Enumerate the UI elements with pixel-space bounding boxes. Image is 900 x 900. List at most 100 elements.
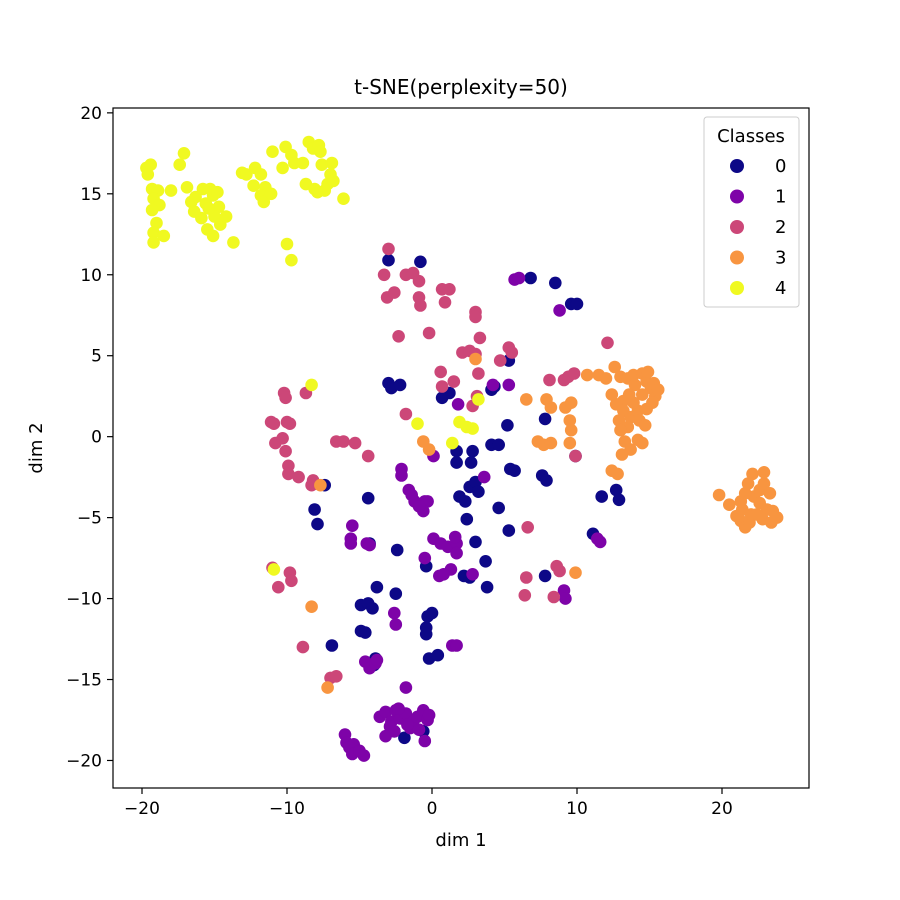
plot-area-frame (112, 107, 810, 789)
data-point-class-2 (276, 432, 289, 445)
data-point-class-0 (325, 639, 339, 652)
data-point-class-0 (609, 483, 623, 497)
data-point-class-0 (492, 438, 506, 452)
data-point-class-4 (141, 168, 155, 181)
data-point-class-4 (264, 187, 278, 201)
y-axis-label: dim 2 (26, 422, 47, 473)
data-point-class-0 (549, 276, 562, 290)
data-point-class-1 (379, 705, 392, 719)
data-point-class-0 (431, 648, 445, 662)
data-point-class-2 (447, 375, 461, 388)
data-point-class-3 (605, 388, 619, 401)
data-point-class-1 (370, 653, 384, 667)
data-point-class-1 (502, 378, 516, 392)
x-tick-label: −20 (124, 799, 160, 819)
data-point-class-3 (757, 466, 771, 479)
data-point-class-4 (276, 161, 289, 175)
data-point-class-3 (741, 477, 755, 490)
data-point-class-3 (563, 436, 577, 450)
data-point-class-3 (763, 487, 777, 500)
data-point-class-4 (180, 181, 194, 194)
data-point-class-2 (520, 571, 533, 584)
data-point-class-3 (712, 488, 726, 502)
data-point-class-3 (641, 365, 655, 379)
data-point-class-2 (521, 521, 534, 534)
data-point-class-2 (553, 564, 566, 578)
data-point-class-0 (502, 524, 516, 537)
data-point-class-1 (412, 723, 426, 736)
data-point-class-3 (564, 423, 578, 437)
data-point-class-4 (314, 145, 327, 158)
data-point-class-4 (266, 145, 279, 158)
data-point-class-4 (150, 216, 163, 230)
data-point-class-4 (195, 211, 208, 225)
data-point-class-0 (389, 587, 403, 600)
data-point-class-0 (459, 495, 472, 508)
y-tick-label: −5 (77, 509, 102, 529)
data-point-class-1 (344, 537, 358, 550)
data-point-class-3 (580, 368, 594, 382)
data-point-class-4 (446, 436, 459, 450)
data-point-class-1 (512, 271, 526, 285)
data-point-class-0 (359, 626, 372, 639)
legend-label: 4 (775, 278, 786, 299)
data-point-class-3 (469, 352, 482, 366)
data-point-class-2 (382, 242, 395, 256)
data-point-class-0 (393, 378, 407, 392)
data-point-class-1 (401, 718, 414, 732)
data-point-class-3 (627, 396, 640, 410)
data-point-class-2 (601, 336, 614, 350)
data-point-class-2 (435, 380, 449, 393)
data-point-class-4 (202, 202, 215, 215)
legend-label: 2 (775, 217, 786, 238)
x-tick-label: 20 (711, 799, 733, 819)
legend-marker (730, 159, 744, 173)
data-point-class-3 (646, 396, 659, 410)
data-point-class-1 (448, 530, 462, 544)
data-point-class-2 (399, 407, 413, 421)
data-point-class-4 (285, 253, 298, 267)
series-1 (338, 271, 607, 762)
data-point-class-4 (257, 195, 271, 209)
data-point-class-3 (628, 378, 642, 392)
y-tick-label: −20 (66, 751, 102, 771)
data-point-class-3 (563, 414, 577, 427)
data-point-class-1 (486, 378, 500, 392)
series-3 (305, 352, 784, 694)
legend: Classes 0 1 2 3 4 (703, 116, 800, 308)
data-point-class-2 (434, 365, 448, 379)
data-point-class-3 (757, 477, 771, 490)
x-tick-label: 0 (427, 799, 438, 819)
legend-title: Classes (717, 126, 785, 147)
x-axis-label: dim 1 (435, 830, 486, 851)
data-point-class-3 (569, 566, 582, 579)
data-point-class-2 (569, 449, 582, 463)
data-point-class-0 (501, 419, 514, 432)
data-point-class-1 (418, 734, 432, 748)
chart-title: t-SNE(perplexity=50) (354, 75, 568, 99)
data-point-class-0 (472, 485, 485, 499)
data-point-class-4 (173, 158, 186, 171)
data-point-class-1 (399, 681, 413, 694)
y-tick-label: −15 (66, 671, 102, 691)
data-point-class-1 (593, 535, 607, 549)
legend-label: 0 (775, 156, 786, 177)
data-point-class-1 (363, 538, 376, 552)
data-point-class-0 (419, 627, 433, 641)
data-point-class-0 (469, 535, 482, 549)
legend-item-0: 0 (730, 156, 786, 177)
data-point-class-0 (308, 503, 321, 516)
y-tick-label: 0 (91, 428, 102, 448)
data-point-class-4 (219, 210, 233, 223)
series-0 (308, 253, 626, 745)
data-point-class-1 (388, 606, 401, 620)
data-point-class-2 (330, 670, 343, 683)
data-point-class-2 (438, 296, 452, 309)
data-point-class-0 (311, 517, 324, 531)
data-point-class-3 (612, 414, 626, 427)
data-point-class-0 (538, 412, 552, 426)
legend-item-4: 4 (730, 278, 786, 299)
data-point-class-2 (412, 274, 426, 288)
data-point-class-1 (412, 500, 426, 513)
data-point-class-3 (599, 372, 613, 385)
